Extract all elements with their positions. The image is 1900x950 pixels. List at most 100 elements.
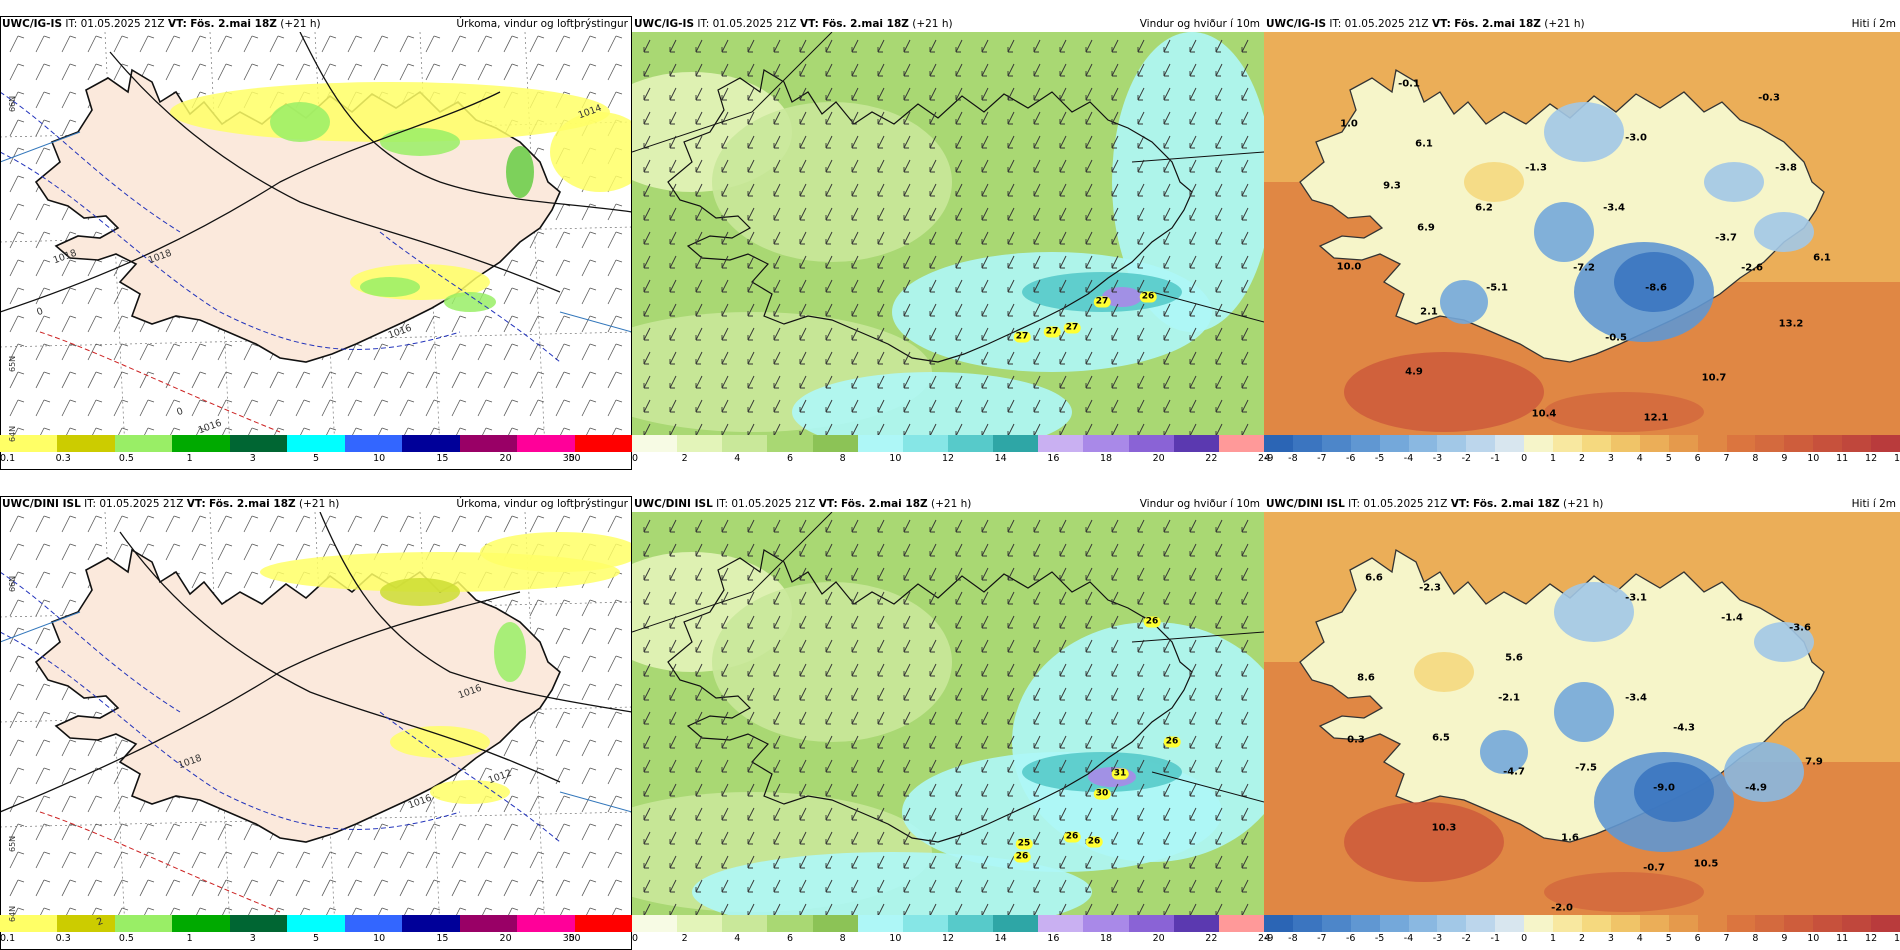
wind-arrow — [643, 399, 651, 413]
wind-arrow — [955, 663, 963, 677]
wind-arrow — [1215, 231, 1223, 245]
wind-arrow — [929, 231, 937, 245]
wind-arrow — [851, 399, 859, 413]
temperature-label: -0.5 — [1605, 332, 1627, 344]
wind-arrow — [1085, 615, 1093, 629]
wind-arrow — [877, 327, 885, 341]
wind-arrow — [669, 399, 677, 413]
wind-barb — [529, 315, 545, 333]
wind-arrow — [825, 783, 833, 797]
colorbar-tick-label: 12 — [941, 453, 955, 464]
wind-arrow — [695, 759, 703, 773]
colorbar-tick-label: 20 — [499, 933, 512, 944]
wind-barb — [607, 711, 623, 729]
wind-arrow — [799, 375, 807, 389]
wind-arrow — [929, 399, 937, 413]
wind-speed-area — [692, 852, 1092, 930]
wind-arrow — [929, 615, 937, 629]
wind-barb — [61, 63, 77, 81]
wind-arrow — [721, 207, 729, 221]
wind-barb — [347, 515, 363, 533]
wind-barb — [477, 315, 493, 333]
wind-arrow — [643, 327, 651, 341]
wind-arrow — [643, 111, 651, 125]
wind-arrow — [981, 183, 989, 197]
wind-barb — [581, 63, 597, 81]
panel-header: UWC/IG-IS IT: 01.05.2025 21Z VT: Fös. 2.… — [0, 16, 632, 32]
colorbar-tick-label: 6 — [1694, 453, 1701, 464]
wind-arrow — [1059, 879, 1067, 893]
wind-arrow — [903, 375, 911, 389]
wind-arrow — [1111, 783, 1119, 797]
wind-barb — [373, 515, 389, 533]
wind-barb — [243, 399, 259, 417]
wind-barb — [243, 515, 259, 533]
wind-barb — [191, 63, 207, 81]
wind-arrow — [929, 375, 937, 389]
wind-arrow — [1241, 87, 1249, 101]
wind-arrow — [1059, 87, 1067, 101]
wind-barb — [35, 599, 51, 617]
wind-barb — [295, 515, 311, 533]
wind-arrow — [721, 831, 729, 845]
wind-arrow — [1137, 303, 1145, 317]
wind-arrow — [851, 663, 859, 677]
wind-arrow — [1189, 231, 1197, 245]
wind-arrow — [1215, 519, 1223, 533]
wind-arrow — [955, 63, 963, 77]
colorbar-segment — [1581, 435, 1611, 452]
colorbar-tick-label: 2 — [1578, 933, 1586, 944]
panel-title: Úrkoma, vindur og loftþrýstingur — [456, 498, 628, 510]
wind-arrow — [643, 735, 651, 749]
precip-area — [380, 578, 460, 606]
wind-barb — [139, 515, 155, 533]
wind-barb — [503, 343, 519, 361]
wind-barb — [113, 879, 129, 897]
wind-barb — [35, 711, 51, 729]
wind-arrow — [1137, 759, 1145, 773]
wind-arrow — [1033, 639, 1041, 653]
temperature-label: 8.6 — [1357, 672, 1375, 684]
wind-barb — [35, 343, 51, 361]
wind-barb — [295, 879, 311, 897]
wind-barb — [35, 147, 51, 165]
wind-arrow — [1137, 831, 1145, 845]
colorbar-ticks: -9-8-7-6-5-4-3-2-1012345678910111213 — [1264, 453, 1900, 465]
wind-arrow — [721, 855, 729, 869]
wind-arrow — [825, 855, 833, 869]
wind-barb — [399, 879, 415, 897]
colorbar-tick-label: -4 — [1403, 453, 1414, 464]
wind-arrow — [1215, 39, 1223, 53]
temp-area — [1724, 742, 1804, 802]
model-name: UWC/IG-IS — [634, 18, 695, 30]
colorbar-tick-label: -1 — [1490, 933, 1501, 944]
isobar — [319, 512, 632, 713]
wind-barb — [373, 343, 389, 361]
wind-barb — [35, 879, 51, 897]
temperature-label: -3.0 — [1625, 132, 1647, 144]
colorbar-segment — [574, 915, 632, 932]
wind-arrow — [721, 783, 729, 797]
wind-arrow — [1241, 63, 1249, 77]
wind-arrow — [1059, 639, 1067, 653]
wind-barb — [477, 63, 493, 81]
wind-arrow — [1137, 111, 1145, 125]
wind-arrow — [773, 831, 781, 845]
wind-barb — [87, 879, 103, 897]
wind-arrow — [825, 327, 833, 341]
wind-barb — [529, 287, 545, 305]
wind-arrow — [747, 207, 755, 221]
colorbar-tick-label: 7 — [1723, 933, 1730, 944]
wind-arrow — [643, 783, 651, 797]
colorbar-segment — [1173, 915, 1219, 932]
wind-barb — [139, 35, 155, 53]
temperature-label: -9.0 — [1653, 782, 1675, 794]
temperature-label: 5.6 — [1505, 652, 1523, 664]
wind-arrow — [851, 87, 859, 101]
colorbar-segment — [1726, 435, 1756, 452]
wind-arrow — [1189, 855, 1197, 869]
colorbar-tick-label: -3 — [1432, 933, 1443, 944]
wind-arrow — [747, 303, 755, 317]
wind-arrow — [1163, 855, 1171, 869]
wind-arrow — [695, 159, 703, 173]
